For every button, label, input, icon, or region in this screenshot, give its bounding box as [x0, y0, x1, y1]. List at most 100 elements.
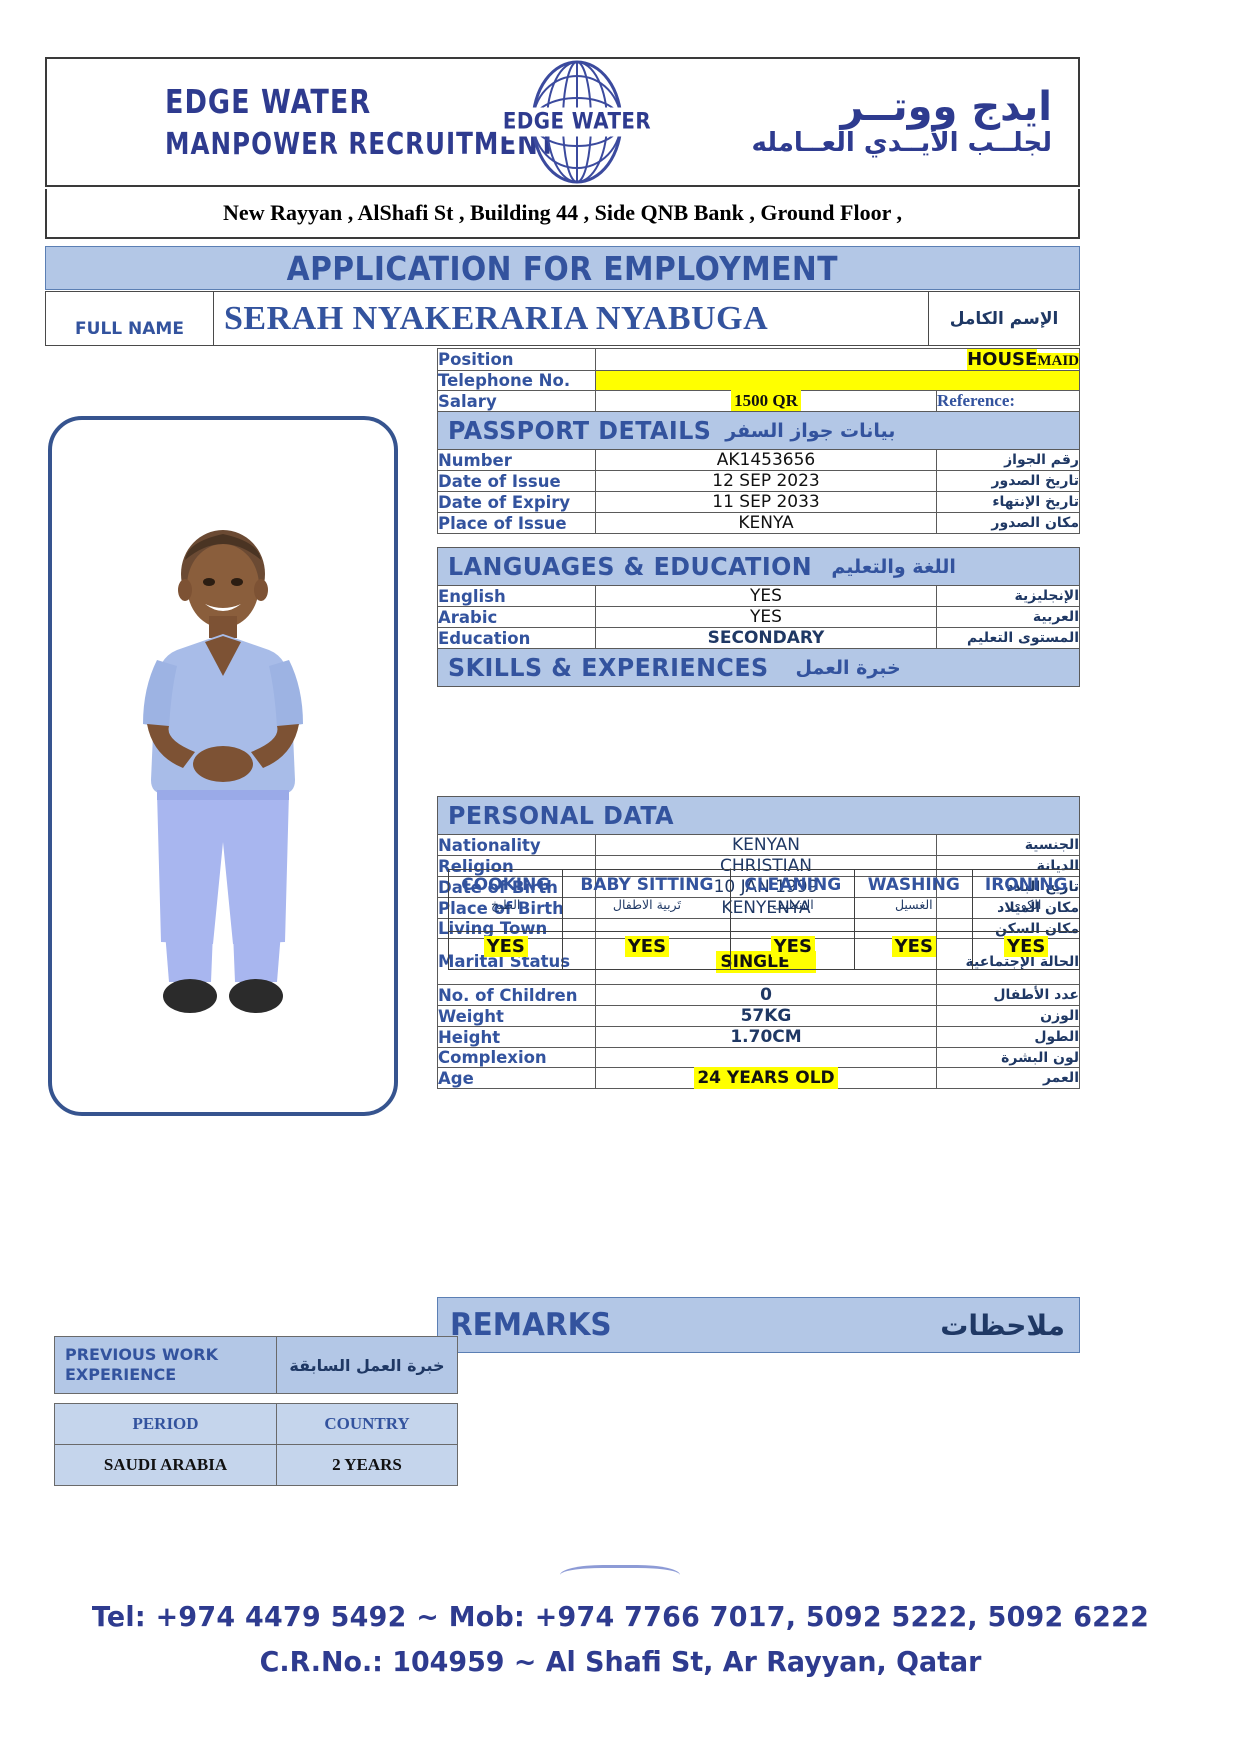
company-name-line1: EDGE WATER: [165, 82, 372, 121]
skill-header-baby-sitting: BABY SITTING تَربية الاطفال: [562, 869, 732, 932]
table-row-position: Position HOUSEMAID: [437, 348, 1080, 371]
skill-value-text: YES: [1004, 936, 1049, 957]
table-row: Education SECONDARY المستوى التعليم: [437, 627, 1080, 649]
weight-label-ar: الوزن: [936, 1005, 1080, 1027]
full-name-value: SERAH NYAKERARIA NYABUGA: [214, 292, 929, 345]
salary-amount: 1500 QR: [731, 390, 801, 411]
footer-arc-decoration: [560, 1565, 680, 1585]
previous-work-country-value: 2 YEARS: [276, 1444, 458, 1486]
complexion-label: Complexion: [437, 1047, 596, 1068]
age-label-ar: العمر: [936, 1067, 1080, 1089]
passport-issue-value: 12 SEP 2023: [595, 470, 937, 492]
previous-work-data-row: SAUDI ARABIA 2 YEARS: [54, 1444, 458, 1486]
skill-label-en: CLEANING: [744, 875, 842, 895]
skill-label-en: BABY SITTING: [580, 875, 714, 895]
section-skills-title-en: SKILLS & EXPERIENCES: [448, 653, 769, 682]
company-name-ar: ايدج ووتــر لجلــب الأيــدي العــامله: [677, 86, 1078, 157]
section-passport-bar: PASSPORT DETAILS بيانات جواز السفر: [437, 411, 1080, 450]
section-personal-title-en: PERSONAL DATA: [448, 801, 675, 830]
skill-header-cooking: COOKING الطبخ: [447, 869, 564, 932]
table-row: Age 24 YEARS OLD العمر: [437, 1067, 1080, 1089]
passport-place-label: Place of Issue: [437, 512, 596, 534]
passport-issue-label-ar: تاريخ الصدور: [936, 470, 1080, 492]
skills-grid-slot: [437, 686, 1080, 797]
complexion-value[interactable]: [595, 1047, 937, 1068]
skill-value-text: YES: [624, 936, 670, 957]
previous-work-table: PREVIOUS WORK EXPERIENCE خبرة العمل السا…: [54, 1336, 458, 1486]
salary-value: 1500 QR: [595, 390, 937, 412]
skill-label-en: WASHING: [867, 875, 960, 895]
education-label: Education: [437, 627, 596, 649]
full-name-row: FULL NAME SERAH NYAKERARIA NYABUGA الإسم…: [45, 291, 1080, 346]
position-value: HOUSEMAID: [595, 348, 1080, 371]
nationality-label: Nationality: [437, 834, 596, 856]
previous-work-header-en: PREVIOUS WORK EXPERIENCE: [54, 1336, 277, 1394]
section-skills-title-ar: خبرة العمل: [795, 656, 901, 679]
telephone-value[interactable]: [595, 370, 1080, 391]
skill-label-ar: تَربية الاطفال: [612, 897, 681, 913]
footer-registration-line: C.R.No.: 104959 ~ Al Shafi St, Ar Rayyan…: [259, 1645, 982, 1678]
skill-label-en: COOKING: [461, 875, 551, 895]
previous-work-subheader-row: PERIOD COUNTRY: [54, 1403, 458, 1445]
language-english-value: YES: [595, 585, 937, 607]
remarks-title-ar: ملاحظات: [940, 1308, 1065, 1342]
table-row: Arabic YES العربية: [437, 606, 1080, 628]
previous-work-header-ar: خبرة العمل السابقة: [276, 1336, 458, 1394]
skill-value-cleaning: YES: [730, 931, 856, 970]
table-row-telephone: Telephone No.: [437, 370, 1080, 391]
logo-wordmark: EDGE WATER: [499, 107, 655, 137]
passport-number-label: Number: [437, 449, 596, 471]
address-bar: New Rayyan , AlShafi St , Building 44 , …: [45, 189, 1080, 239]
age-label: Age: [437, 1067, 596, 1089]
remarks-bar: REMARKS ملاحظات: [437, 1297, 1080, 1353]
age-text: 24 YEARS OLD: [694, 1067, 838, 1089]
company-header: EDGE WATER MANPOWER RECRUITMENT EDGE WAT…: [45, 57, 1080, 187]
previous-work-header-row: PREVIOUS WORK EXPERIENCE خبرة العمل السا…: [54, 1336, 458, 1394]
passport-place-label-ar: مكان الصدور: [936, 512, 1080, 534]
skill-value-text: YES: [770, 936, 815, 957]
table-row: Place of Issue KENYA مكان الصدور: [437, 512, 1080, 534]
table-row: Date of Expiry 11 SEP 2033 تاريخ الإنتها…: [437, 491, 1080, 513]
section-personal: PERSONAL DATA: [437, 796, 1080, 835]
position-value-secondary: MAID: [1037, 353, 1079, 369]
table-row: Number AK1453656 رقم الجواز: [437, 449, 1080, 471]
skill-header-cleaning: CLEANING التنظيف: [730, 869, 856, 932]
language-english-label: English: [437, 585, 596, 607]
section-passport: PASSPORT DETAILS بيانات جواز السفر: [437, 411, 1080, 450]
age-value: 24 YEARS OLD: [595, 1067, 937, 1089]
applicant-details-table: Position HOUSEMAID Telephone No. Salary …: [437, 348, 1080, 1089]
passport-expiry-value: 11 SEP 2033: [595, 491, 937, 513]
skill-value-ironing: YES: [972, 931, 1080, 970]
skill-label-ar: التنظيف: [771, 897, 814, 913]
skill-value-text: YES: [483, 936, 528, 957]
table-row: Nationality KENYAN الجنسية: [437, 834, 1080, 856]
previous-work-period-value: SAUDI ARABIA: [54, 1444, 277, 1486]
skill-value-washing: YES: [854, 931, 974, 970]
table-row: Complexion لون البشرة: [437, 1047, 1080, 1068]
salary-label: Salary: [437, 390, 596, 412]
company-name-ar-line1: ايدج ووتــر: [840, 84, 1052, 131]
section-skills-bar: SKILLS & EXPERIENCES خبرة العمل: [437, 648, 1080, 687]
education-value: SECONDARY: [595, 627, 937, 649]
language-english-label-ar: الإنجليزية: [936, 585, 1080, 607]
applicant-photo: [143, 530, 303, 1013]
position-label: Position: [437, 348, 596, 371]
previous-work-col-country: COUNTRY: [276, 1403, 458, 1445]
section-languages: LANGUAGES & EDUCATION اللغة والتعليم: [437, 547, 1080, 586]
section-passport-title-en: PASSPORT DETAILS: [448, 416, 712, 445]
children-value: 0: [595, 984, 937, 1006]
skill-header-washing: WASHING الغسيل: [854, 869, 974, 932]
children-label-ar: عدد الأطفال: [936, 984, 1080, 1006]
company-logo: EDGE WATER: [477, 58, 677, 186]
nationality-label-ar: الجنسية: [936, 834, 1080, 856]
passport-number-value: AK1453656: [595, 449, 937, 471]
address-text: New Rayyan , AlShafi St , Building 44 , …: [223, 200, 902, 225]
language-arabic-label: Arabic: [437, 606, 596, 628]
skills-header-row: COOKING الطبخ BABY SITTING تَربية الاطفا…: [447, 869, 1080, 932]
previous-work-gap: [54, 1393, 458, 1404]
footer: Tel: +974 4479 5492 ~ Mob: +974 7766 701…: [0, 1600, 1241, 1678]
skill-label-en: IRONING: [984, 875, 1068, 895]
skill-value-baby-sitting: YES: [562, 931, 732, 970]
company-name-en: EDGE WATER MANPOWER RECRUITMENT: [47, 82, 556, 162]
